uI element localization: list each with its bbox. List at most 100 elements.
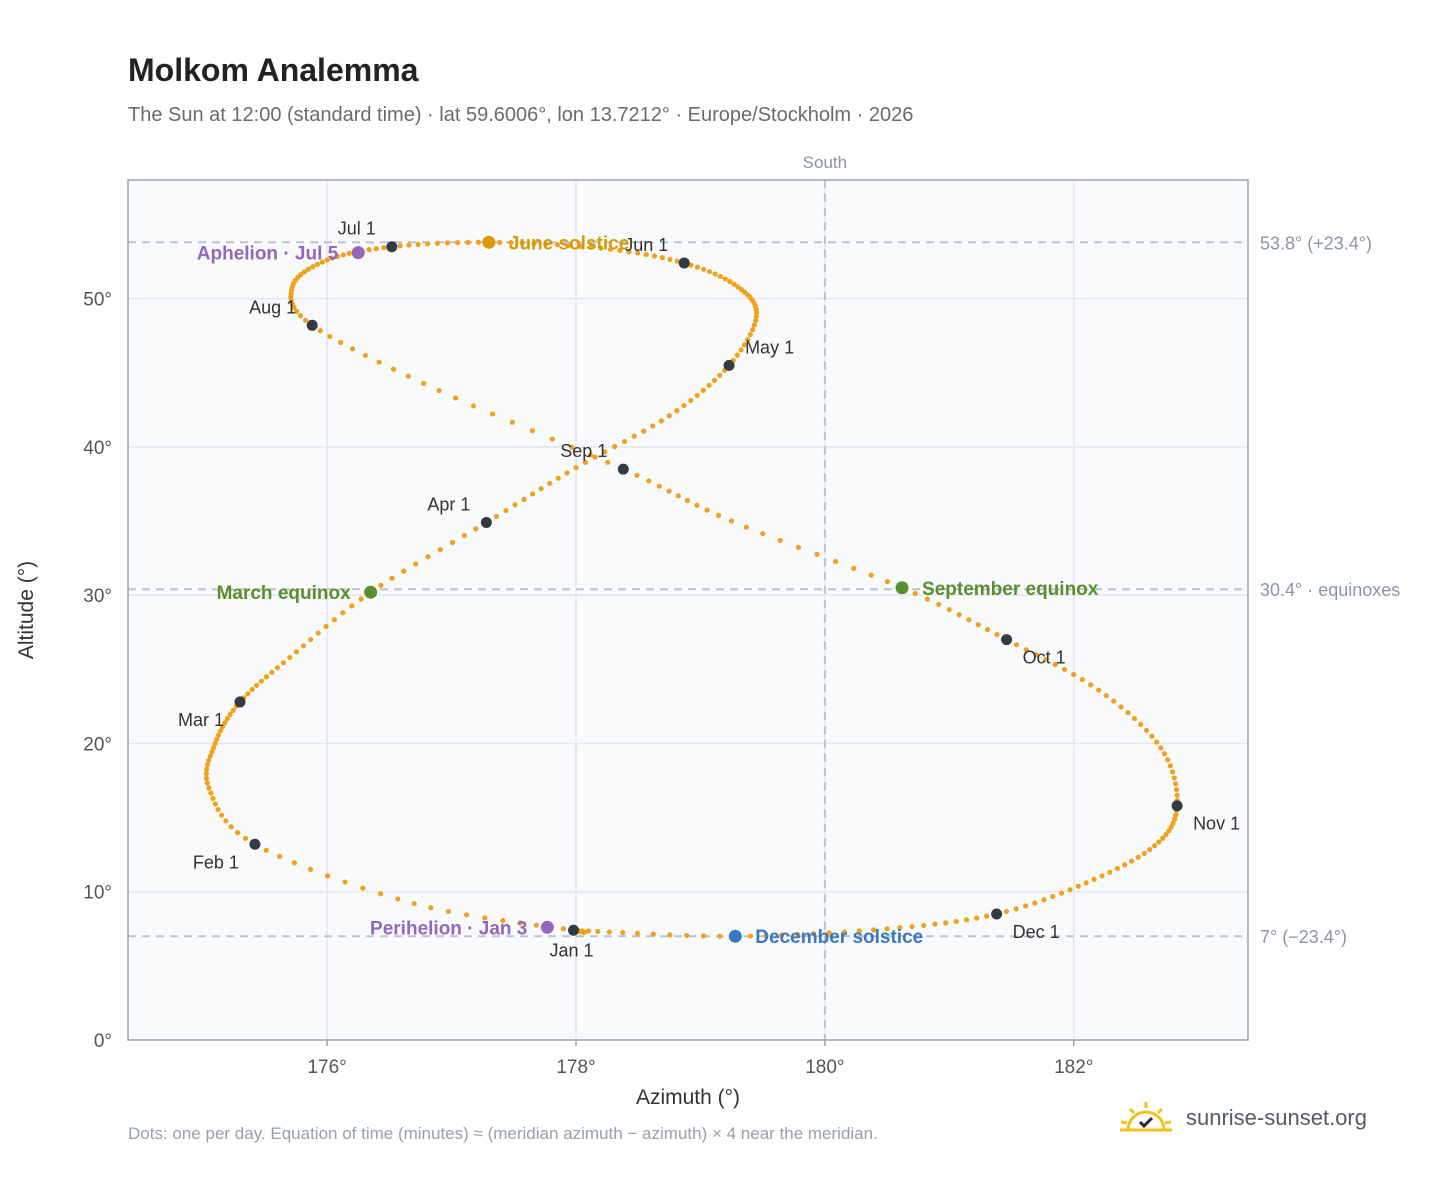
x-tick-label: 182° — [1054, 1057, 1093, 1078]
daily-dot — [566, 242, 572, 249]
daily-dot — [395, 896, 401, 902]
daily-dot — [909, 923, 915, 930]
daily-dot — [1052, 661, 1058, 668]
special-point — [364, 585, 378, 599]
daily-dot — [230, 707, 236, 713]
daily-dot — [1041, 897, 1047, 903]
meridian-label: South — [803, 153, 847, 172]
daily-dot — [547, 480, 553, 487]
daily-dot — [921, 922, 927, 929]
daily-dot — [1107, 869, 1113, 875]
daily-dot — [463, 912, 470, 918]
daily-dot — [1138, 721, 1144, 728]
daily-dot — [212, 801, 218, 807]
daily-dot — [635, 250, 641, 256]
daily-dot — [924, 596, 930, 602]
daily-dot — [753, 313, 760, 320]
daily-dot — [667, 256, 673, 262]
month-dot — [723, 359, 735, 371]
daily-dot — [297, 313, 304, 319]
daily-dot — [381, 245, 387, 251]
daily-dot — [390, 366, 397, 372]
daily-dot — [1096, 687, 1102, 693]
daily-dot — [694, 264, 701, 270]
month-label: Aug 1 — [249, 297, 296, 317]
daily-dot — [207, 753, 213, 759]
daily-dot — [841, 929, 848, 935]
daily-dot — [573, 465, 579, 471]
daily-dot — [437, 546, 443, 553]
daily-dot — [747, 933, 754, 939]
brand-name: sunrise-sunset.org — [1186, 1105, 1367, 1130]
daily-dot — [208, 790, 214, 796]
daily-dot — [204, 762, 211, 768]
daily-dot — [307, 866, 314, 872]
daily-dot — [204, 766, 210, 772]
daily-dot — [1033, 652, 1039, 658]
daily-dot — [389, 575, 395, 581]
daily-dot — [324, 257, 330, 263]
daily-dot — [327, 333, 333, 340]
daily-dot — [626, 249, 632, 255]
plot-frame — [127, 179, 1249, 1041]
daily-dot — [700, 387, 706, 393]
daily-dot — [826, 930, 832, 936]
month-dot — [249, 838, 261, 850]
daily-dot — [1147, 847, 1153, 853]
daily-dot — [294, 308, 300, 315]
daily-dot — [455, 239, 461, 246]
y-tick-label: 50° — [83, 290, 112, 311]
daily-dot — [631, 433, 637, 439]
daily-dot — [704, 507, 710, 513]
daily-dot — [956, 612, 962, 618]
daily-dot — [215, 806, 221, 813]
daily-dot — [291, 304, 297, 310]
daily-dot — [607, 246, 614, 252]
daily-dot — [305, 266, 311, 272]
daily-dot — [421, 380, 427, 386]
daily-dot — [482, 915, 488, 921]
daily-dot — [1170, 820, 1176, 826]
special-point — [540, 920, 554, 934]
brand[interactable]: sunrise-sunset.org — [1118, 1100, 1367, 1136]
daily-dot — [349, 346, 356, 352]
chart-subtitle: The Sun at 12:00 (standard time) · lat 5… — [128, 104, 914, 126]
daily-dot — [475, 239, 482, 245]
daily-dot — [884, 926, 890, 932]
daily-dot — [317, 328, 323, 334]
daily-dot — [434, 240, 440, 246]
daily-dot — [1114, 865, 1120, 872]
month-label: Dec 1 — [1013, 922, 1060, 942]
daily-dot — [602, 449, 608, 455]
daily-dot — [1118, 704, 1124, 710]
daily-dot — [701, 266, 707, 272]
reference-line-label: 53.8° (+23.4°) — [1260, 233, 1372, 253]
x-tick-label: 176° — [307, 1057, 346, 1078]
daily-dot — [346, 250, 352, 256]
daily-dot — [1152, 843, 1158, 849]
daily-dot — [851, 565, 857, 571]
daily-dot — [577, 243, 583, 249]
daily-dot — [411, 900, 417, 907]
daily-dot — [1079, 676, 1085, 683]
daily-dot — [1088, 682, 1094, 688]
daily-dot — [912, 590, 918, 597]
daily-dot — [473, 526, 479, 532]
daily-dot — [560, 926, 567, 932]
daily-dot — [428, 905, 434, 911]
daily-dot — [293, 649, 300, 655]
daily-dot — [291, 860, 297, 866]
daily-dot — [750, 327, 756, 333]
daily-dot — [728, 518, 735, 524]
y-tick-label: 20° — [83, 734, 112, 755]
daily-dot — [531, 240, 537, 247]
daily-dot — [1135, 854, 1141, 860]
daily-dot — [1071, 671, 1077, 678]
daily-dot — [377, 891, 384, 897]
daily-dot — [634, 930, 641, 936]
daily-dot — [406, 242, 412, 248]
daily-dot — [1043, 656, 1049, 663]
daily-dot — [681, 402, 687, 409]
daily-dot — [779, 932, 785, 938]
daily-dot — [452, 395, 459, 401]
